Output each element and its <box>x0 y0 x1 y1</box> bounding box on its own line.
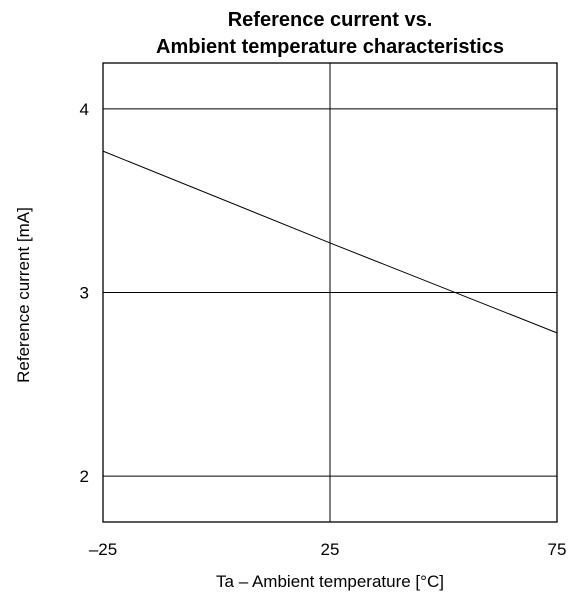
chart-title-line-2: Ambient temperature characteristics <box>156 36 504 58</box>
y-tick-label: 2 <box>80 467 89 486</box>
y-tick-label: 4 <box>80 100 89 119</box>
series-layer <box>102 150 558 334</box>
tick-labels: 2 3 4 –25 25 75 <box>80 100 567 559</box>
x-tick-label: –25 <box>89 540 117 559</box>
x-tick-label: 25 <box>321 540 340 559</box>
plot-frame <box>102 62 558 523</box>
x-tick-label: 75 <box>548 540 567 559</box>
series-line <box>102 150 558 334</box>
y-tick-label: 3 <box>80 284 89 303</box>
x-axis-label: Ta – Ambient temperature [°C] <box>216 572 444 591</box>
y-axis-label: Reference current [mA] <box>14 207 33 383</box>
chart-title-line-1: Reference current vs. <box>228 9 433 31</box>
grid-lines <box>103 63 557 522</box>
